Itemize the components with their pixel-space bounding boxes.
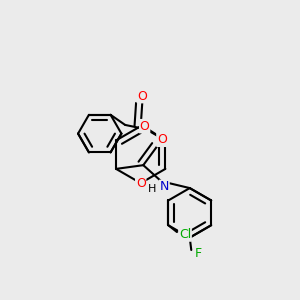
- Text: N: N: [160, 180, 169, 193]
- Text: O: O: [140, 120, 150, 133]
- Text: O: O: [137, 90, 147, 103]
- Text: O: O: [136, 177, 146, 190]
- Text: O: O: [157, 133, 167, 146]
- Text: H: H: [148, 184, 156, 194]
- Text: Cl: Cl: [179, 228, 191, 241]
- Text: F: F: [195, 247, 202, 260]
